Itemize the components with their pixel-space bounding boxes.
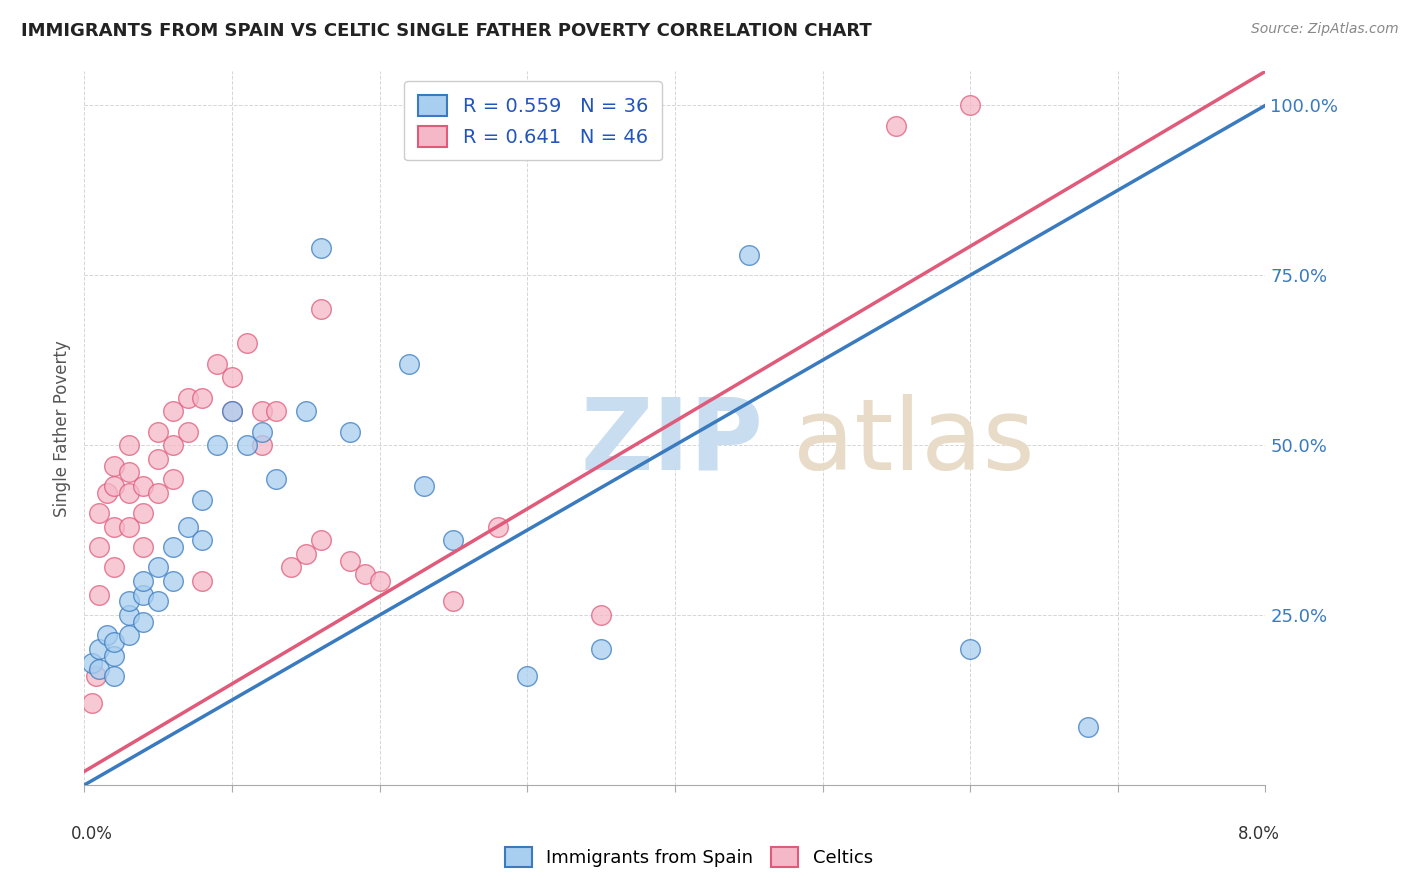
Point [205, 438, 228, 452]
Legend: R = 0.559   N = 36, R = 0.641   N = 46: R = 0.559 N = 36, R = 0.641 N = 46 [405, 81, 662, 161]
Point [309, 302, 332, 317]
Point [339, 425, 361, 439]
Point [295, 547, 318, 561]
Point [591, 642, 613, 657]
Point [89, 506, 111, 520]
Point [398, 357, 420, 371]
Legend: Immigrants from Spain, Celtics: Immigrants from Spain, Celtics [498, 839, 880, 874]
Point [103, 458, 125, 473]
Point [354, 567, 377, 582]
Point [959, 98, 981, 112]
Point [148, 485, 170, 500]
Point [516, 669, 538, 683]
Point [236, 438, 259, 452]
Point [443, 533, 465, 548]
Point [148, 425, 170, 439]
Point [103, 519, 125, 533]
Point [118, 438, 141, 452]
Point [132, 506, 155, 520]
Point [148, 594, 170, 608]
Point [162, 438, 184, 452]
Point [264, 472, 288, 486]
Point [132, 574, 155, 588]
Point [118, 519, 141, 533]
Point [148, 560, 170, 574]
Text: 0.0%: 0.0% [70, 825, 112, 843]
Point [250, 404, 273, 418]
Point [295, 404, 318, 418]
Point [191, 391, 214, 405]
Text: atlas: atlas [793, 394, 1035, 491]
Point [89, 662, 111, 676]
Point [103, 479, 125, 493]
Point [162, 574, 184, 588]
Point [89, 588, 111, 602]
Point [132, 540, 155, 554]
Point [413, 479, 436, 493]
Point [339, 554, 361, 568]
Point [591, 608, 613, 623]
Point [236, 336, 259, 351]
Point [162, 540, 184, 554]
Point [221, 370, 243, 384]
Point [118, 466, 141, 480]
Point [177, 391, 200, 405]
Text: Source: ZipAtlas.com: Source: ZipAtlas.com [1251, 22, 1399, 37]
Point [162, 472, 184, 486]
Point [486, 519, 509, 533]
Point [118, 608, 141, 623]
Point [309, 533, 332, 548]
Point [959, 642, 981, 657]
Point [250, 438, 273, 452]
Point [103, 560, 125, 574]
Point [221, 404, 243, 418]
Text: IMMIGRANTS FROM SPAIN VS CELTIC SINGLE FATHER POVERTY CORRELATION CHART: IMMIGRANTS FROM SPAIN VS CELTIC SINGLE F… [21, 22, 872, 40]
Text: 8.0%: 8.0% [1237, 825, 1279, 843]
Point [368, 574, 391, 588]
Point [737, 248, 759, 262]
Point [118, 594, 141, 608]
Text: ZIP: ZIP [581, 394, 763, 491]
Point [162, 404, 184, 418]
Point [103, 648, 125, 663]
Point [250, 425, 273, 439]
Point [886, 119, 908, 133]
Point [118, 628, 141, 642]
Point [443, 594, 465, 608]
Point [80, 697, 103, 711]
Point [96, 628, 118, 642]
Point [309, 241, 332, 255]
Point [118, 485, 141, 500]
Y-axis label: Single Father Poverty: Single Father Poverty [53, 340, 72, 516]
Point [221, 404, 243, 418]
Point [280, 560, 302, 574]
Point [177, 519, 200, 533]
Point [177, 425, 200, 439]
Point [80, 656, 103, 670]
Point [132, 588, 155, 602]
Point [191, 492, 214, 507]
Point [132, 615, 155, 629]
Point [191, 574, 214, 588]
Point [84, 669, 107, 683]
Point [1077, 720, 1099, 734]
Point [96, 485, 118, 500]
Point [264, 404, 288, 418]
Point [191, 533, 214, 548]
Point [148, 451, 170, 466]
Point [103, 635, 125, 649]
Point [103, 669, 125, 683]
Point [89, 540, 111, 554]
Point [89, 642, 111, 657]
Point [205, 357, 228, 371]
Point [132, 479, 155, 493]
